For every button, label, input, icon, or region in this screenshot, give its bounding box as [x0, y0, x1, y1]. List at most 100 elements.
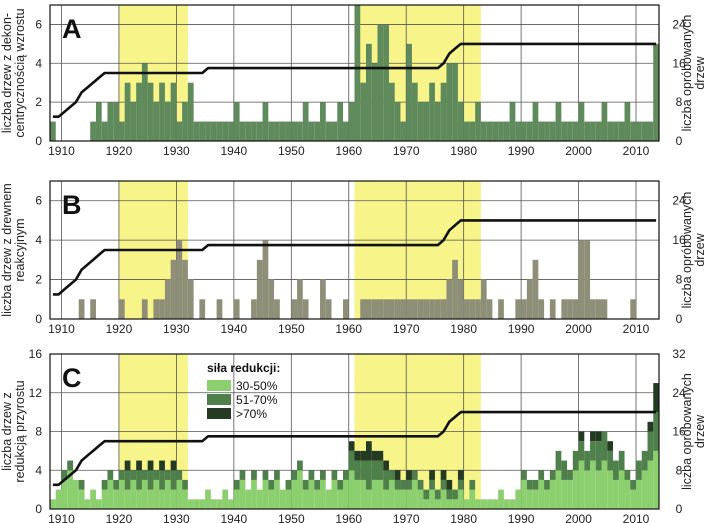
bar-5170-2009	[630, 479, 637, 490]
bar-5170-1955	[320, 470, 326, 480]
bar-5170-1962	[360, 460, 366, 480]
bar-2000	[578, 102, 585, 141]
y-right-tick-label: 24	[672, 386, 686, 400]
y-left-tick-label: 4	[35, 233, 42, 247]
bars	[50, 5, 659, 141]
bar-3050-1919	[113, 489, 119, 509]
bar-5170-1963	[365, 460, 372, 490]
bar-5170-1995	[549, 470, 556, 480]
bar-5170-1950	[291, 470, 298, 480]
bar-1984	[486, 299, 493, 319]
bar-5170-1996	[555, 450, 562, 471]
y-right-tick-label: 0	[676, 134, 683, 148]
bar-5170-2008	[624, 470, 631, 480]
bar-3050-1960	[348, 470, 355, 509]
bar-1913	[78, 299, 85, 319]
panel-C: 1910 1920 1930 1940 1950 1960 1970 1980 1990 2000…	[0, 347, 707, 523]
y-right-label-line: drzew	[693, 55, 707, 89]
bar-70-1965	[377, 450, 384, 461]
bar-2003	[595, 299, 602, 319]
bar-1930	[176, 121, 183, 141]
bar-5170-1923	[136, 470, 142, 490]
bar-3050-1986	[498, 489, 504, 509]
bar-1986	[498, 299, 504, 319]
bar-3050-1993	[538, 479, 545, 509]
bar-5170-2005	[607, 450, 614, 471]
panel-B: 1910 1920 1930 1940 1950 1960 1970 1980 1990 2000…	[0, 180, 707, 336]
bar-5170-1997	[561, 460, 568, 480]
y-right-label-line: liczba opróbowanych	[680, 373, 694, 490]
bar-5170-1976	[440, 479, 447, 490]
bar-3050-1943	[251, 479, 257, 509]
bar-5170-1929	[170, 470, 177, 490]
bar-3050-1941	[239, 479, 246, 509]
bar-1985	[492, 121, 499, 141]
bar-1934	[199, 299, 206, 319]
bar-3050-2006	[613, 479, 619, 509]
bar-1938	[222, 121, 229, 141]
bar-1977	[446, 279, 453, 319]
bar-5170-1965	[377, 460, 384, 480]
x-tick-label: 2010	[623, 512, 650, 523]
panel-A: 1910 1920 1930 1940 1950 1960 1970 1980 1990 2000…	[0, 4, 707, 158]
bar-5170-1953	[308, 470, 315, 480]
bar-1981	[469, 121, 476, 141]
bar-5170-1917	[101, 479, 108, 490]
bar-1956	[325, 299, 332, 319]
legend: siła redukcji: 30-50%51-70%>70%	[207, 361, 280, 421]
bar-5170-1957	[331, 470, 338, 480]
bar-3050-1958	[337, 489, 344, 509]
y-left-tick-label: 8	[35, 425, 42, 439]
bar-1961	[354, 5, 361, 141]
y-left-label-line: redukcją przyrostu	[13, 380, 27, 482]
x-tick-label: 1940	[220, 512, 247, 523]
bar-1986	[498, 121, 504, 141]
bar-2009	[630, 121, 637, 141]
bar-3050-1998	[567, 479, 573, 509]
bar-1995	[549, 121, 556, 141]
bar-3050-1939	[228, 499, 234, 509]
y-right-tick-label: 32	[672, 347, 686, 361]
bar-1991	[526, 279, 533, 319]
bar-1997	[561, 299, 568, 319]
bar-1966	[383, 24, 389, 141]
bar-1936	[210, 121, 217, 141]
legend-swatch	[207, 394, 231, 405]
bar-1968	[394, 102, 401, 141]
bar-1967	[388, 299, 395, 319]
y-right-label: liczba opróbowanych drzew	[680, 192, 707, 309]
bar-3050-1913	[78, 489, 85, 509]
bar-5170-1951	[297, 460, 303, 471]
y-right-tick-label: 0	[676, 312, 683, 326]
y-left-tick-label: 0	[35, 134, 42, 148]
bar-70-1963	[365, 441, 372, 461]
bar-2004	[601, 299, 608, 319]
bar-5170-1970	[406, 479, 412, 490]
y-right-tick-label: 16	[672, 233, 686, 247]
bar-3050-1962	[360, 479, 366, 509]
bar-5170-1977	[446, 489, 453, 500]
bar-5170-2006	[613, 460, 619, 480]
bar-1919	[113, 102, 119, 141]
bar-3050-1920	[118, 479, 125, 509]
bar-1945	[262, 102, 269, 141]
bar-5170-1979	[457, 479, 464, 490]
bar-3050-1923	[136, 489, 142, 509]
bar-2001	[584, 121, 591, 141]
bar-1915	[90, 299, 96, 319]
y-left-label: liczba drzew z drewnem reakcyjnym	[0, 183, 27, 316]
bar-1941	[239, 121, 246, 141]
x-tick-label: 1920	[106, 322, 133, 336]
bar-1924	[141, 63, 148, 141]
x-tick-label: 1990	[508, 144, 535, 158]
bar-5170-2002	[590, 441, 596, 461]
bar-70-1923	[136, 460, 142, 471]
x-tick-label: 1990	[508, 322, 535, 336]
bar-1944	[256, 121, 263, 141]
bar-3050-1922	[130, 479, 137, 509]
bar-1999	[572, 299, 579, 319]
bar-2002	[590, 121, 596, 141]
bar-1977	[446, 63, 453, 141]
bar-70-2002	[590, 431, 596, 442]
bar-3050-1972	[417, 489, 424, 509]
